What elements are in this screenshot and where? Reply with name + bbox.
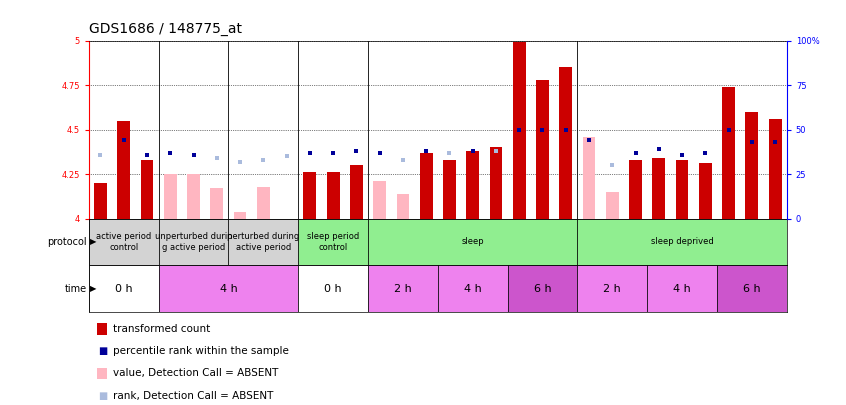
Text: ■: ■ (98, 391, 107, 401)
Text: value, Detection Call = ABSENT: value, Detection Call = ABSENT (113, 369, 277, 378)
Text: transformed count: transformed count (113, 324, 210, 334)
Text: sleep deprived: sleep deprived (651, 237, 713, 247)
Text: ■: ■ (98, 346, 107, 356)
Bar (536, 80, 549, 219)
Text: time: time (65, 284, 87, 294)
Bar (94, 183, 107, 219)
Text: 4 h: 4 h (673, 284, 691, 294)
Text: 4 h: 4 h (220, 284, 237, 294)
Text: 0 h: 0 h (324, 284, 342, 294)
Bar (647, 265, 717, 312)
Bar (559, 67, 572, 219)
Bar (420, 153, 432, 219)
Bar (257, 187, 270, 219)
Bar (606, 192, 618, 219)
Text: rank, Detection Call = ABSENT: rank, Detection Call = ABSENT (113, 391, 273, 401)
Bar (228, 219, 298, 265)
Bar (368, 219, 578, 265)
Text: unperturbed durin
g active period: unperturbed durin g active period (155, 232, 233, 252)
Bar (438, 265, 508, 312)
Bar (94, 183, 107, 219)
Bar (89, 265, 159, 312)
Text: percentile rank within the sample: percentile rank within the sample (113, 346, 288, 356)
Text: ▶: ▶ (90, 284, 96, 293)
Text: ▶: ▶ (90, 237, 96, 247)
Bar (676, 160, 689, 219)
Bar (717, 265, 787, 312)
Bar (722, 87, 735, 219)
Bar (159, 219, 228, 265)
Text: GDS1686 / 148775_at: GDS1686 / 148775_at (89, 22, 242, 36)
Bar (233, 211, 246, 219)
Bar (745, 112, 758, 219)
Bar (298, 265, 368, 312)
Bar (466, 151, 479, 219)
Text: 2 h: 2 h (603, 284, 621, 294)
Text: perturbed during
active period: perturbed during active period (228, 232, 299, 252)
Bar (652, 158, 665, 219)
Text: 6 h: 6 h (743, 284, 761, 294)
Bar (397, 194, 409, 219)
Bar (577, 265, 647, 312)
Text: 2 h: 2 h (394, 284, 412, 294)
Bar (304, 173, 316, 219)
Bar (443, 160, 456, 219)
Text: 4 h: 4 h (464, 284, 481, 294)
Text: protocol: protocol (47, 237, 87, 247)
Bar (583, 137, 596, 219)
Bar (490, 147, 503, 219)
Text: sleep: sleep (461, 237, 484, 247)
Bar (699, 164, 711, 219)
Bar (298, 219, 368, 265)
Bar (140, 160, 153, 219)
Bar (373, 181, 386, 219)
Bar (350, 165, 363, 219)
Bar (118, 121, 130, 219)
Bar (368, 265, 438, 312)
Text: active period
control: active period control (96, 232, 151, 252)
Text: sleep period
control: sleep period control (307, 232, 360, 252)
Bar (164, 174, 177, 219)
Text: 6 h: 6 h (534, 284, 552, 294)
Bar (769, 119, 782, 219)
Bar (211, 188, 223, 219)
Text: 0 h: 0 h (115, 284, 133, 294)
Bar (89, 219, 159, 265)
Bar (327, 173, 339, 219)
Bar (159, 265, 298, 312)
Bar (629, 160, 642, 219)
Bar (508, 265, 577, 312)
Bar (577, 219, 787, 265)
Bar (187, 174, 200, 219)
Bar (513, 42, 525, 219)
